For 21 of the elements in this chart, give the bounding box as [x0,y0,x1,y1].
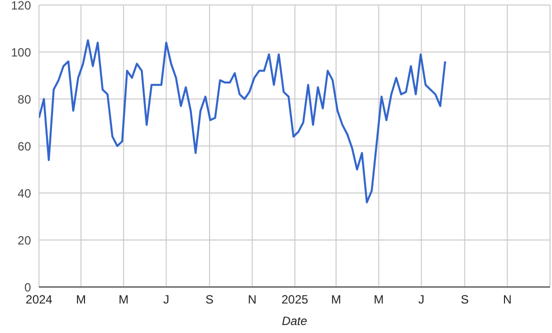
x-tick-label: M [374,292,384,307]
x-tick-label: N [248,292,257,307]
x-tick-label: M [76,292,86,307]
line-series [39,39,446,204]
x-tick-label: S [460,292,469,307]
x-tick-label: M [118,292,129,307]
x-tick-label: J [163,292,170,307]
x-tick-label: 2024 [26,292,53,307]
y-tick-label: 80 [18,92,32,106]
y-tick-label: 20 [18,233,32,248]
y-tick-label: 100 [10,45,32,60]
x-tick-label: M [331,292,342,307]
y-tick-label: 40 [18,186,32,200]
x-axis-title: Date [282,314,308,328]
y-tick-label: 0 [24,280,32,294]
y-tick-label: 60 [18,139,32,154]
x-tick-label: 2025 [282,292,309,307]
x-tick-label: S [206,292,214,307]
y-tick-label: 120 [10,0,32,12]
x-tick-label: J [418,292,424,307]
x-tick-label: N [503,292,512,307]
